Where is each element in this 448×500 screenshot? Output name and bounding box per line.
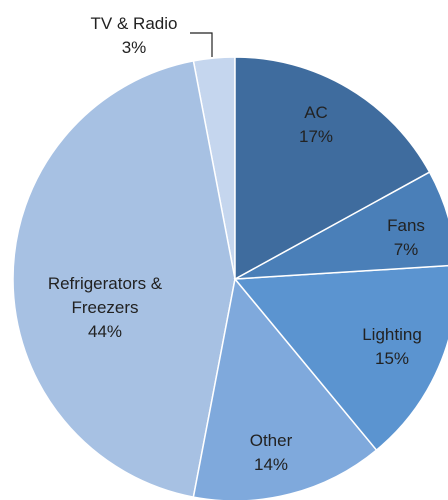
label-value: 15% — [374, 349, 410, 368]
slice-label: Other 14% — [250, 429, 293, 477]
label-name: AC — [304, 103, 328, 122]
label-name: TV & Radio — [90, 14, 178, 33]
label-value: 14% — [253, 455, 289, 474]
label-value: 44% — [87, 322, 123, 341]
label-name: Fans — [387, 216, 425, 235]
label-value: 17% — [298, 127, 334, 146]
label-name: Refrigerators & Freezers — [47, 274, 163, 317]
slice-label: Fans 7% — [387, 214, 425, 262]
label-value: 7% — [393, 240, 419, 259]
label-value: 3% — [121, 38, 147, 57]
slice-label: TV & Radio 3% — [91, 12, 178, 60]
label-name: Lighting — [362, 325, 422, 344]
label-name: Other — [249, 431, 293, 450]
slice-label: AC 17% — [299, 101, 333, 149]
pie-slice — [192, 277, 378, 500]
pie-slice — [12, 60, 236, 498]
pie-slice — [234, 56, 431, 281]
slice-label: Lighting 15% — [362, 323, 422, 371]
pie-slice — [233, 264, 448, 452]
leader-line — [190, 32, 213, 57]
slice-label: Refrigerators & Freezers 44% — [30, 272, 180, 344]
